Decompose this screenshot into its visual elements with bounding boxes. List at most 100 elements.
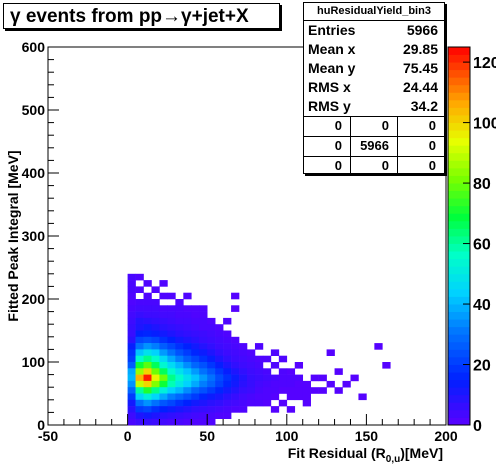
heatmap-bin	[231, 368, 240, 375]
heatmap-bin	[151, 336, 160, 344]
heatmap-bin	[278, 387, 288, 394]
palette-cell	[448, 190, 470, 199]
palette-cell	[448, 334, 470, 343]
heatmap-bin	[167, 292, 176, 300]
heatmap-bin	[239, 349, 248, 356]
palette-cell	[448, 296, 470, 305]
heatmap-bin	[151, 393, 160, 401]
z-tick-label: 40	[473, 297, 491, 314]
heatmap-bin	[135, 317, 144, 325]
heatmap-bin	[143, 299, 152, 306]
heatmap-bin	[199, 406, 208, 413]
heatmap-bin	[183, 399, 192, 407]
heatmap-bin	[231, 336, 240, 344]
heatmap-bin	[175, 418, 184, 426]
x-axis-title: Fit Residual (R0,u)[MeV]	[288, 445, 443, 465]
palette-cell	[448, 99, 470, 108]
heatmap-bin	[207, 406, 216, 413]
heatmap-bin	[223, 399, 232, 407]
heatmap-bin	[167, 387, 176, 394]
stats-grid: 0 0 0 0 5966 0 0 0 0	[304, 116, 444, 176]
palette-cell	[448, 402, 470, 411]
heatmap-bin	[191, 317, 200, 325]
heatmap-bin	[215, 336, 224, 344]
heatmap-bin	[254, 374, 264, 382]
heatmap-bin	[135, 286, 144, 293]
heatmap-bins	[127, 273, 391, 426]
palette-cell	[448, 205, 470, 214]
y-tick-label: 0	[37, 417, 45, 433]
heatmap-bin	[207, 387, 216, 394]
heatmap-bin	[167, 412, 176, 419]
stat-grid-cell: 0	[397, 117, 444, 136]
heatmap-bin	[183, 374, 192, 382]
heatmap-bin	[215, 330, 224, 338]
heatmap-bin	[183, 368, 192, 375]
heatmap-bin	[358, 393, 367, 401]
heatmap-bin	[254, 380, 264, 388]
heatmap-bin	[231, 292, 240, 300]
heatmap-bin	[191, 418, 200, 426]
heatmap-bin	[270, 374, 280, 382]
heatmap-bin	[175, 299, 184, 306]
heatmap-bin	[127, 380, 136, 388]
heatmap-bin	[191, 324, 200, 331]
heatmap-bin	[239, 399, 248, 407]
stat-row: RMS y 34.2	[304, 97, 444, 116]
heatmap-bin	[247, 368, 256, 375]
heatmap-bin	[167, 406, 176, 413]
heatmap-bin	[167, 362, 176, 369]
palette-cell	[448, 92, 470, 101]
palette-cell	[448, 394, 470, 403]
heatmap-bin	[159, 399, 168, 407]
y-tick-label: 200	[22, 291, 46, 307]
heatmap-bin	[270, 380, 280, 388]
heatmap-bin	[143, 362, 152, 369]
heatmap-bin	[231, 305, 240, 312]
palette-cell	[448, 251, 470, 260]
palette-cell	[448, 54, 470, 63]
heatmap-bin	[135, 368, 144, 375]
heatmap-bin	[207, 336, 216, 344]
heatmap-bin	[127, 324, 136, 331]
heatmap-bin	[199, 305, 208, 312]
heatmap-bin	[270, 349, 280, 356]
x-title-main: Fit Residual (R	[288, 445, 386, 461]
heatmap-bin	[135, 387, 144, 394]
palette-cell	[448, 304, 470, 312]
stat-value: 75.45	[402, 60, 438, 76]
heatmap-bin	[135, 412, 144, 419]
heatmap-bin	[382, 362, 391, 369]
heatmap-bin	[159, 406, 168, 413]
heatmap-bin	[143, 406, 152, 413]
heatmap-bin	[215, 387, 224, 394]
heatmap-bin	[286, 393, 296, 401]
heatmap-bin	[191, 355, 200, 363]
heatmap-bin	[191, 387, 200, 394]
heatmap-bin	[127, 280, 136, 287]
stat-grid-cell: 0	[334, 118, 342, 133]
heatmap-bin	[151, 305, 160, 312]
heatmap-bin	[278, 355, 288, 363]
heatmap-bin	[127, 355, 136, 363]
heatmap-bin	[127, 286, 136, 293]
heatmap-bin	[326, 349, 335, 356]
heatmap-bin	[239, 362, 248, 369]
heatmap-bin	[231, 349, 240, 356]
heatmap-bin	[342, 380, 351, 388]
palette-cell	[448, 409, 470, 418]
heatmap-bin	[151, 362, 160, 369]
heatmap-bin	[310, 374, 319, 382]
heatmap-bin	[175, 305, 184, 312]
palette-cell	[448, 84, 470, 93]
heatmap-bin	[239, 368, 248, 375]
heatmap-bin	[270, 387, 280, 394]
heatmap-bin	[127, 349, 136, 356]
heatmap-bin	[151, 317, 160, 325]
heatmap-bin	[191, 305, 200, 312]
heatmap-bin	[270, 362, 280, 369]
stat-grid-cell: 0	[350, 157, 397, 176]
heatmap-bin	[151, 299, 160, 306]
stat-grid-cell: 5966	[350, 137, 397, 156]
heatmap-bin	[127, 273, 136, 281]
